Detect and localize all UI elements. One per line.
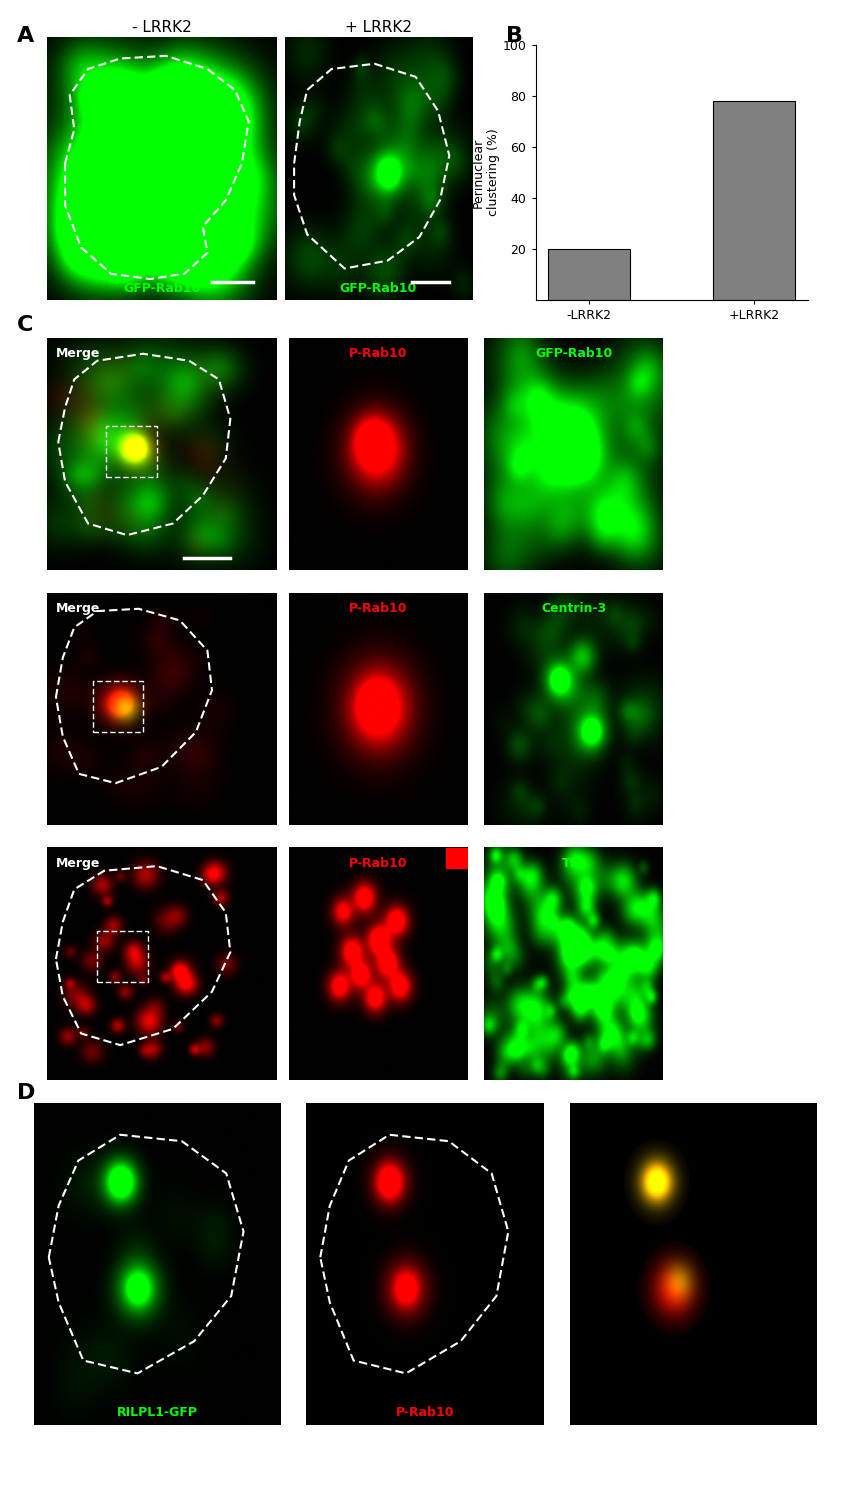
Text: P-Rab10: P-Rab10 xyxy=(396,1406,454,1419)
Text: C: C xyxy=(17,315,33,334)
Polygon shape xyxy=(570,1108,706,1215)
Polygon shape xyxy=(706,1238,811,1406)
Text: Merge: Merge xyxy=(56,346,100,360)
Bar xyxy=(97,932,148,982)
Bar xyxy=(93,681,143,732)
Text: GFP-Rab10: GFP-Rab10 xyxy=(536,346,612,360)
Text: GFP-Rab10: GFP-Rab10 xyxy=(123,282,200,294)
Text: P-Rab10: P-Rab10 xyxy=(349,856,407,870)
Text: Merge: Merge xyxy=(56,856,100,870)
Text: D: D xyxy=(17,1083,36,1102)
Y-axis label: Perinuclear
clustering (%): Perinuclear clustering (%) xyxy=(472,129,500,216)
Polygon shape xyxy=(584,1134,779,1374)
Title: + LRRK2: + LRRK2 xyxy=(345,20,411,34)
Text: GFP-Rab10: GFP-Rab10 xyxy=(340,282,416,294)
Text: Merge: Merge xyxy=(56,602,100,615)
Bar xyxy=(548,249,631,300)
Text: P-Rab10: P-Rab10 xyxy=(349,346,407,360)
Polygon shape xyxy=(570,1108,706,1215)
Text: LRRK2: LRRK2 xyxy=(563,1406,643,1419)
Text: Centrin-3: Centrin-3 xyxy=(541,602,606,615)
Text: Merge +: Merge + xyxy=(580,1406,643,1419)
Polygon shape xyxy=(706,1238,811,1406)
Text: RILPL1-GFP: RILPL1-GFP xyxy=(116,1406,198,1419)
Text: P-Rab10: P-Rab10 xyxy=(349,602,407,615)
Title: - LRRK2: - LRRK2 xyxy=(132,20,191,34)
Polygon shape xyxy=(584,1134,779,1374)
Text: B: B xyxy=(506,26,523,45)
Bar xyxy=(446,847,468,868)
Bar xyxy=(712,100,795,300)
Text: TfR: TfR xyxy=(562,856,586,870)
Text: A: A xyxy=(17,26,34,45)
Bar xyxy=(106,426,157,477)
